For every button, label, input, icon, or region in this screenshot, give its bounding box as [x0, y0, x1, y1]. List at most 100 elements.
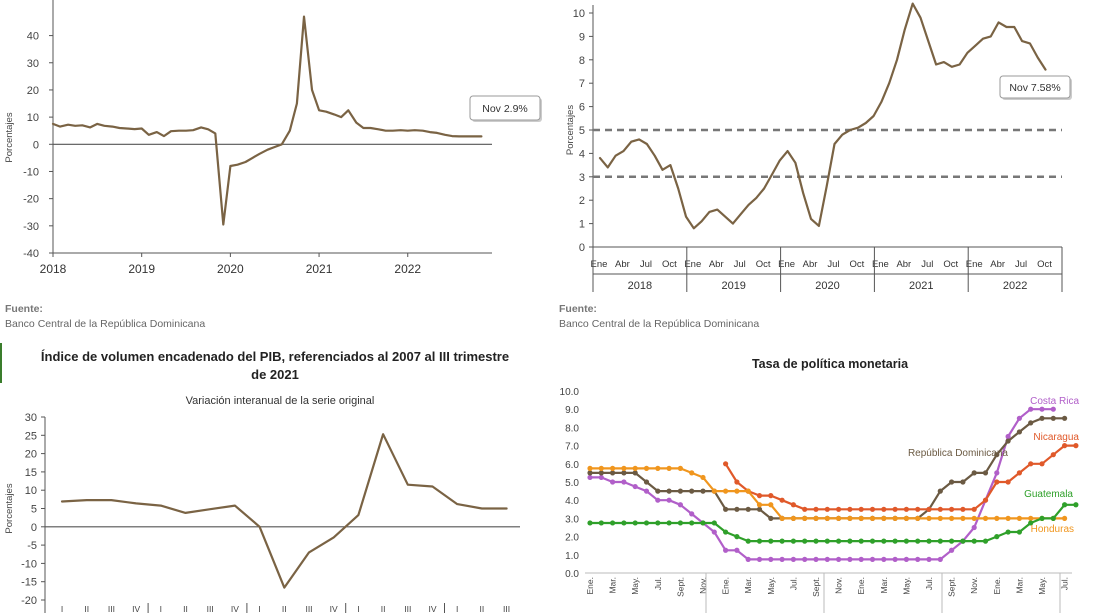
policy-rate-point	[982, 497, 989, 503]
series-label: Guatemala	[1024, 489, 1073, 500]
policy-rate-point	[790, 515, 797, 522]
x-month-label: Jul.	[1060, 577, 1070, 590]
policy-rate-point	[937, 488, 943, 494]
y-tick-label: -20	[21, 595, 37, 607]
inflation-line	[598, 2, 1047, 230]
policy-rate-point	[655, 488, 661, 494]
x-month-label: May.	[766, 577, 776, 595]
x-month-label: Ene.	[856, 577, 866, 595]
x-quarter-label: IV	[231, 604, 239, 613]
x-month-label: Abr	[896, 259, 911, 270]
policy-rate-point	[1005, 438, 1011, 444]
policy-rate-point	[723, 488, 729, 494]
x-month-label: Oct	[662, 259, 677, 270]
policy-rate-point	[847, 506, 853, 512]
y-axis-label: Porcentajes	[4, 112, 15, 162]
policy-rate-point	[598, 470, 604, 476]
x-quarter-label: I	[160, 604, 162, 613]
policy-rate-point	[847, 515, 853, 522]
policy-rate-point	[824, 556, 830, 562]
y-tick-label: 5	[579, 125, 585, 137]
series-label: Nicaragua	[1033, 432, 1079, 443]
x-quarter-label: IV	[330, 604, 338, 613]
policy-rate-point	[689, 511, 695, 517]
policy-rate-point	[587, 474, 593, 481]
policy-rate-point	[1016, 429, 1023, 435]
policy-rate-point	[813, 506, 819, 512]
x-month-label: Jul.	[653, 577, 663, 590]
gdp-chart-subtitle: Variación interanual de la serie origina…	[185, 395, 375, 407]
policy-rate-point	[643, 520, 650, 526]
policy-rate-point	[779, 556, 785, 562]
gdp-monthly-line	[51, 15, 483, 226]
policy-rate-point	[745, 506, 751, 512]
policy-rate-point	[1062, 502, 1068, 508]
policy-rate-point	[734, 479, 740, 485]
y-tick-label: 30	[25, 412, 37, 424]
policy-rate-point	[723, 461, 729, 467]
source-label: Fuente:	[5, 303, 43, 315]
source-note-left: Fuente: Banco Central de la República Do…	[5, 302, 205, 332]
policy-rate-point	[610, 470, 616, 476]
policy-rate-point	[1028, 406, 1034, 412]
x-month-label: Ene.	[992, 577, 1002, 595]
policy-rate-point	[1028, 520, 1034, 526]
policy-rate-title: Tasa de política monetaria	[751, 357, 909, 371]
policy-rate-point	[1073, 502, 1079, 508]
y-tick-label: 20	[27, 85, 39, 97]
policy-rate-point	[949, 515, 955, 522]
policy-rate-point	[802, 538, 808, 544]
policy-rate-point	[824, 538, 830, 544]
y-tick-label: -5	[27, 540, 37, 552]
x-month-label: Mar.	[743, 577, 753, 594]
policy-rate-point	[734, 534, 740, 540]
policy-rate-point	[745, 488, 751, 494]
policy-rate-point	[734, 488, 740, 494]
x-tick-label: 2022	[394, 262, 421, 276]
policy-rate-point	[700, 520, 706, 526]
x-month-label: Jul	[640, 259, 652, 270]
y-tick-label: 8	[579, 55, 585, 67]
x-month-label: Jul	[827, 259, 839, 270]
policy-rate-point	[621, 465, 627, 471]
policy-rate-point	[971, 538, 977, 544]
policy-rate-point	[689, 488, 695, 494]
y-tick-label: 10	[25, 485, 37, 497]
policy-rate-point	[960, 538, 966, 544]
policy-rate-point	[621, 470, 627, 476]
policy-rate-point	[1073, 443, 1079, 449]
y-tick-label: 1.0	[565, 551, 579, 562]
x-month-label: Oct	[1037, 259, 1052, 270]
y-tick-label: 2	[579, 195, 585, 207]
gdp-chart-title: Índice de volumen encadenado del PIB, re…	[40, 349, 510, 382]
policy-rate-point	[677, 488, 684, 494]
x-month-label: May.	[1037, 577, 1047, 595]
y-tick-label: 4.0	[565, 496, 579, 507]
policy-rate-point	[836, 538, 842, 544]
policy-rate-point	[971, 524, 977, 531]
policy-rate-point	[903, 506, 910, 512]
y-axis-label: Porcentajes	[565, 105, 576, 155]
y-tick-label: -15	[21, 577, 37, 589]
policy-rate-point	[655, 520, 661, 526]
policy-rate-point	[1039, 406, 1045, 412]
y-tick-label: 9.0	[565, 405, 579, 416]
policy-rate-point	[723, 506, 729, 512]
gdp-annotation-text: Nov 2.9%	[482, 103, 528, 115]
x-year-label: 2020	[815, 280, 839, 292]
gdp-annotation-box	[469, 95, 541, 121]
x-month-label: Jul.	[788, 577, 798, 590]
policy-rate-point	[643, 479, 650, 485]
policy-rate-point	[711, 520, 717, 526]
policy-rate-point	[768, 556, 774, 562]
policy-rate-point	[892, 506, 898, 512]
policy-rate-point	[915, 506, 921, 512]
policy-rate-point	[802, 556, 808, 562]
policy-rate-point	[869, 506, 876, 512]
policy-rate-point	[858, 506, 864, 512]
policy-rate-point	[756, 556, 763, 562]
policy-rate-point	[587, 465, 593, 471]
policy-rate-point	[994, 515, 1000, 522]
policy-rate-point	[632, 465, 638, 471]
policy-rate-point	[971, 470, 977, 476]
